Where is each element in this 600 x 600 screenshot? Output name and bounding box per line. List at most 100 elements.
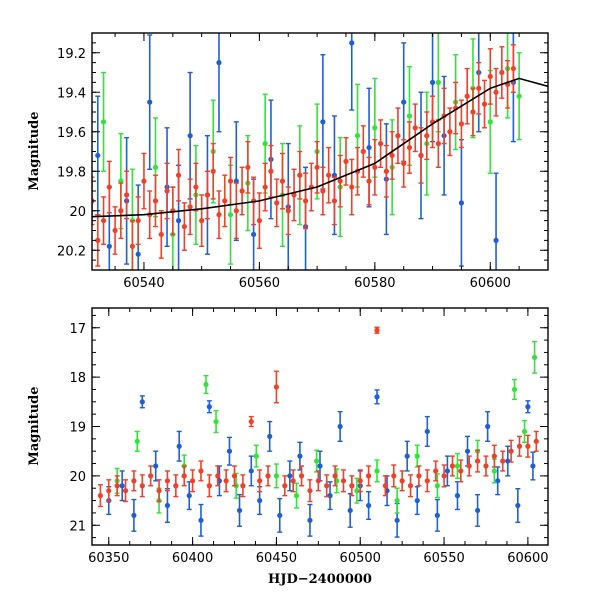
bot-data-point — [354, 488, 360, 494]
top-data-point — [118, 208, 124, 214]
bot-data-point — [441, 473, 447, 479]
top-data-point — [147, 99, 153, 105]
top-data-point — [124, 192, 130, 198]
top-data-point — [337, 178, 343, 184]
bot-data-point — [516, 443, 523, 449]
top-data-point — [239, 188, 245, 194]
top-data-point — [158, 231, 164, 238]
top-x-tick-label: 60540 — [123, 276, 164, 291]
top-data-point — [256, 218, 262, 224]
top-data-point — [320, 188, 326, 194]
top-y-tick-label: 19.8 — [57, 165, 86, 180]
bot-data-point — [293, 493, 300, 499]
bot-x-tick-label: 60550 — [423, 551, 464, 566]
bot-data-point — [458, 468, 464, 474]
bot-data-point — [466, 463, 472, 469]
top-data-point — [493, 89, 499, 95]
top-data-point — [424, 133, 430, 139]
bot-data-point — [240, 483, 246, 489]
bot-data-point — [394, 517, 400, 523]
bot-series-1 — [114, 340, 538, 514]
top-data-point — [470, 109, 476, 115]
top-data-point — [331, 198, 338, 204]
bot-data-point — [189, 478, 196, 484]
bot-data-point — [491, 453, 497, 459]
bot-data-point — [525, 443, 531, 449]
top-data-point — [401, 99, 407, 105]
top-data-point — [216, 212, 222, 218]
top-data-point — [493, 237, 499, 243]
bot-data-point — [297, 453, 303, 459]
top-data-point — [349, 40, 355, 46]
top-x-tick-label: 60600 — [470, 276, 511, 291]
bot-data-point — [267, 433, 273, 439]
top-data-point — [135, 251, 141, 257]
top-panel: 60540 60560 60580 60600 19.2 19.4 19.6 19.8 20 20… — [27, 32, 549, 291]
bot-data-point — [156, 488, 162, 494]
bot-x-tick-label: 60500 — [340, 551, 381, 566]
top-data-point — [366, 178, 372, 184]
bot-data-point — [226, 448, 233, 454]
bot-data-point — [287, 473, 293, 479]
top-y-tick-label: 20.2 — [57, 244, 86, 259]
top-data-point — [227, 212, 234, 218]
bottom-y-axis-label: Magnitude — [27, 386, 42, 465]
top-data-point — [268, 168, 274, 174]
top-data-point — [354, 133, 361, 139]
bot-data-point — [119, 483, 125, 489]
bot-data-point — [483, 463, 489, 469]
bot-data-point — [315, 478, 321, 484]
top-data-point — [435, 141, 441, 147]
top-data-point — [274, 200, 280, 206]
top-plot-area — [92, 33, 548, 270]
top-data-point — [199, 218, 205, 224]
top-data-point — [406, 144, 413, 151]
bot-data-point — [374, 394, 380, 400]
top-data-point — [95, 152, 101, 159]
bot-data-point — [164, 502, 171, 509]
bot-y-tick-label: 19 — [69, 421, 86, 436]
bot-data-point — [257, 478, 263, 484]
top-series-0 — [95, 33, 516, 270]
top-data-point — [285, 208, 291, 214]
bot-data-point — [176, 443, 182, 449]
top-data-point — [233, 208, 239, 214]
bot-data-point — [500, 458, 506, 464]
bot-data-point — [314, 458, 320, 464]
top-data-point — [204, 192, 211, 198]
top-model-curve — [92, 77, 548, 218]
bottom-x-axis-label: HJD−2400000 — [268, 572, 372, 587]
top-data-point — [302, 198, 309, 204]
top-data-point — [481, 101, 488, 107]
bot-data-point — [122, 488, 129, 494]
bot-data-point — [277, 512, 283, 518]
bot-data-point — [511, 386, 518, 393]
bot-data-point — [139, 399, 145, 405]
bot-data-point — [248, 418, 254, 425]
top-data-point — [418, 152, 424, 159]
bot-data-point — [253, 453, 259, 459]
bot-data-point — [404, 453, 410, 459]
bot-data-point — [173, 483, 179, 489]
bot-data-point — [131, 478, 137, 484]
bot-data-point — [424, 428, 430, 435]
top-data-point — [210, 168, 216, 174]
bot-data-point — [531, 354, 538, 360]
bot-data-point — [298, 473, 305, 479]
bot-data-point — [327, 493, 333, 499]
bot-data-point — [114, 483, 120, 489]
bot-data-point — [164, 478, 171, 484]
top-y-tick-label: 19.6 — [57, 126, 86, 141]
top-data-point — [487, 119, 493, 125]
bot-data-point — [414, 497, 420, 504]
top-data-point — [372, 164, 378, 170]
bot-data-point — [206, 404, 212, 410]
top-x-tick-label: 60580 — [354, 276, 395, 291]
top-data-point — [164, 188, 170, 194]
bot-data-point — [236, 507, 243, 514]
bot-data-point — [265, 473, 271, 479]
top-data-point — [193, 184, 199, 190]
top-data-point — [326, 172, 332, 178]
top-data-point — [216, 60, 222, 66]
bot-data-point — [213, 418, 219, 425]
